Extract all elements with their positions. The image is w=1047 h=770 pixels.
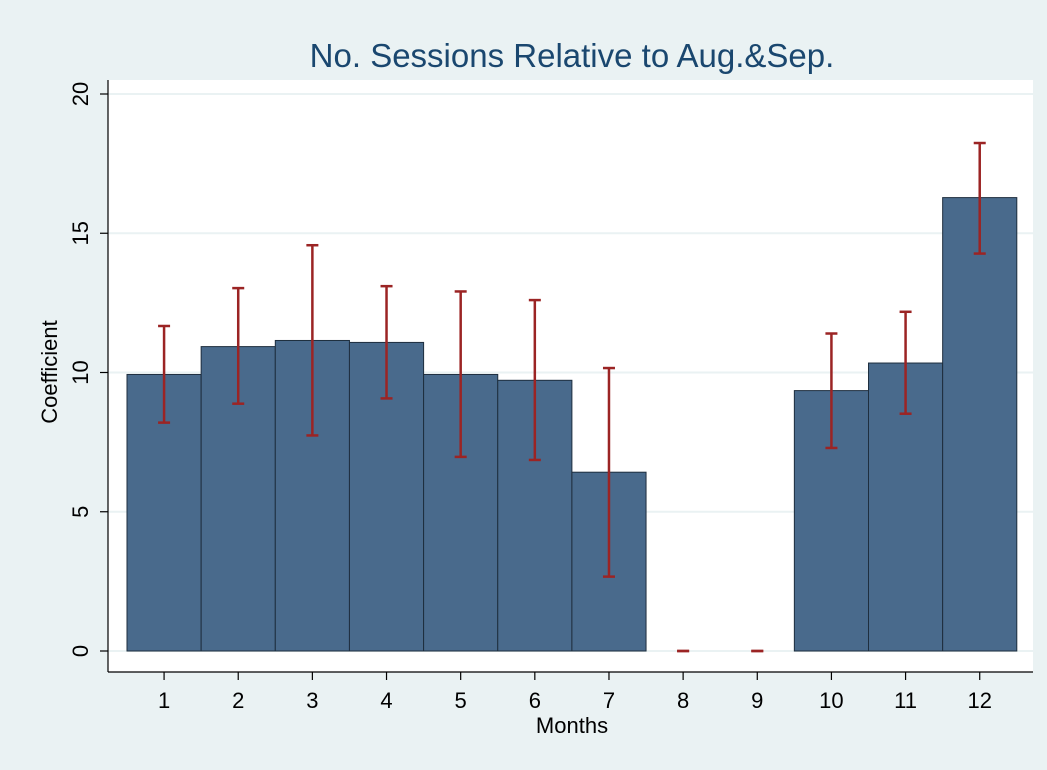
y-tick-label: 0 [68,645,93,657]
x-tick-label: 11 [894,688,917,713]
x-tick-label: 7 [603,688,615,713]
chart-title: No. Sessions Relative to Aug.&Sep. [310,37,835,74]
errors-layer [158,141,986,653]
x-axis-label: Months [536,713,608,738]
y-tick-label: 5 [68,506,93,518]
y-tick-label: 10 [68,360,93,384]
x-tick-label: 2 [232,688,244,713]
x-tick-label: 10 [819,688,843,713]
bar [942,197,1018,652]
x-tick-label: 3 [306,688,318,713]
y-axis-label: Coefficient [37,320,62,424]
x-tick-label: 4 [380,688,392,713]
x-tick-label: 8 [677,688,689,713]
y-tick-label: 15 [68,221,93,245]
y-tick-label: 20 [68,82,93,106]
x-tick-label: 1 [158,688,170,713]
x-tick-label: 6 [529,688,541,713]
x-tick-label: 5 [455,688,467,713]
x-tick-label: 9 [751,688,763,713]
x-tick-label: 12 [967,688,991,713]
